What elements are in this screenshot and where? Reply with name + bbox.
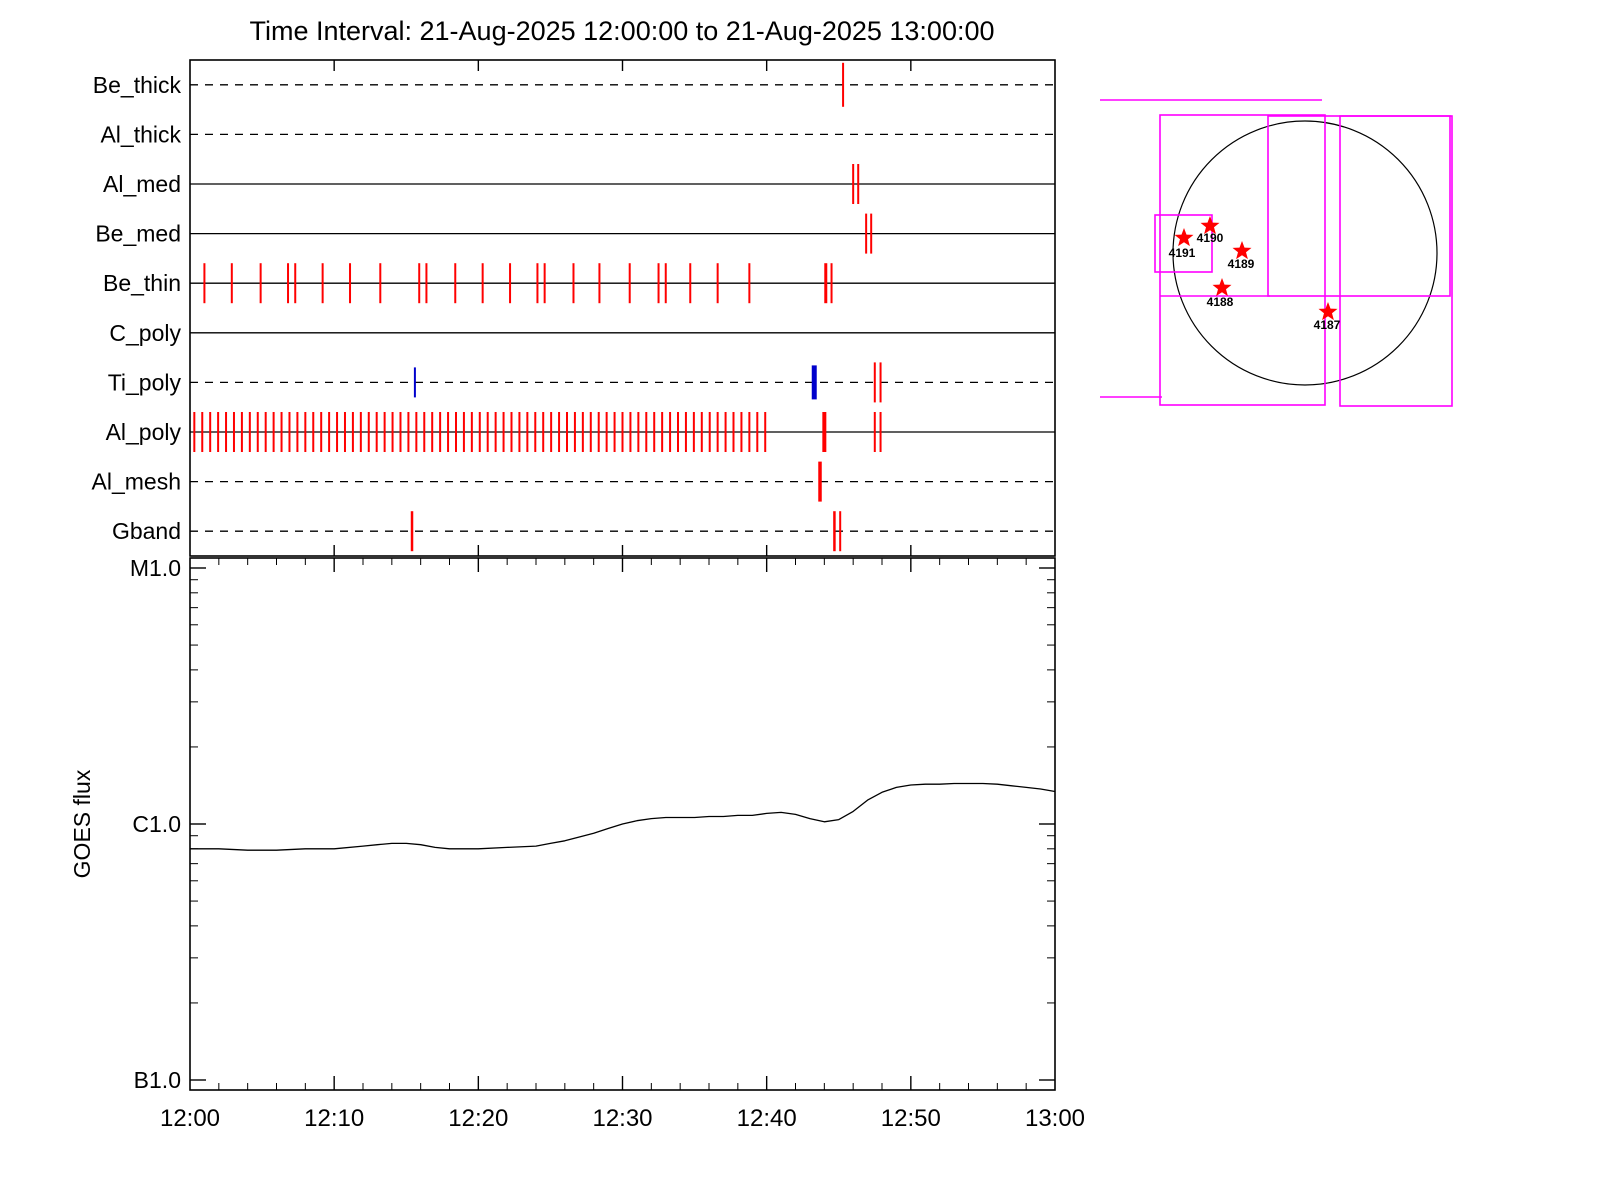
goes-x-label: 13:00 (1025, 1105, 1085, 1132)
timeline-row-label-Gband: Gband (112, 518, 181, 544)
goes-x-label: 12:20 (448, 1105, 508, 1132)
fov-box (1339, 115, 1453, 407)
timeline-row-label-Ti_poly: Ti_poly (108, 369, 182, 395)
goes-y-axis-title: GOES flux (69, 769, 95, 878)
goes-x-label: 12:50 (881, 1105, 941, 1132)
chart-title: Time Interval: 21-Aug-2025 12:00:00 to 2… (249, 16, 994, 46)
fov-box (1154, 214, 1213, 273)
goes-flux-curve (190, 782, 1056, 851)
timeline-row-label-Be_thick: Be_thick (93, 72, 182, 98)
active-region-label-4189: 4189 (1228, 257, 1255, 271)
timeline-row-label-Be_med: Be_med (95, 221, 181, 247)
timeline-row-label-Al_poly: Al_poly (106, 419, 182, 445)
active-region-star-4190 (1200, 216, 1220, 235)
goes-x-label: 12:40 (737, 1105, 797, 1132)
active-region-label-4187: 4187 (1314, 318, 1341, 332)
filter-timeline-panel: Be_thick Al_thick Al_med Be_med Be_thin C_pol… (92, 59, 1056, 557)
active-region-label-4188: 4188 (1207, 295, 1234, 309)
timeline-row-label-Al_thick: Al_thick (100, 121, 181, 147)
timeline-row-label-Al_mesh: Al_mesh (92, 469, 181, 495)
goes-y-label: C1.0 (132, 811, 181, 837)
fov-box (1159, 114, 1326, 406)
fov-box (1267, 115, 1451, 297)
goes-x-label: 12:30 (592, 1105, 652, 1132)
timeline-row-label-Al_med: Al_med (103, 171, 181, 197)
goes-x-label: 12:00 (160, 1105, 220, 1132)
active-region-label-4190: 4190 (1197, 231, 1224, 245)
timeline-row-label-Be_thin: Be_thin (103, 270, 181, 296)
goes-flux-panel: 12:00 12:10 12:20 12:30 12:40 12:50 13:00 M1.0 C… (130, 555, 1085, 1132)
goes-y-label: M1.0 (130, 555, 181, 581)
active-region-star-4189 (1232, 241, 1252, 260)
active-region-star-4188 (1212, 278, 1232, 297)
goes-x-label: 12:10 (304, 1105, 364, 1132)
timeline-row-label-C_poly: C_poly (109, 320, 181, 346)
active-region-star-4187 (1318, 302, 1338, 321)
active-region-star-4191 (1174, 228, 1194, 247)
active-region-label-4191: 4191 (1169, 246, 1196, 260)
solar-disk (1172, 120, 1438, 386)
goes-y-label: B1.0 (134, 1067, 181, 1093)
